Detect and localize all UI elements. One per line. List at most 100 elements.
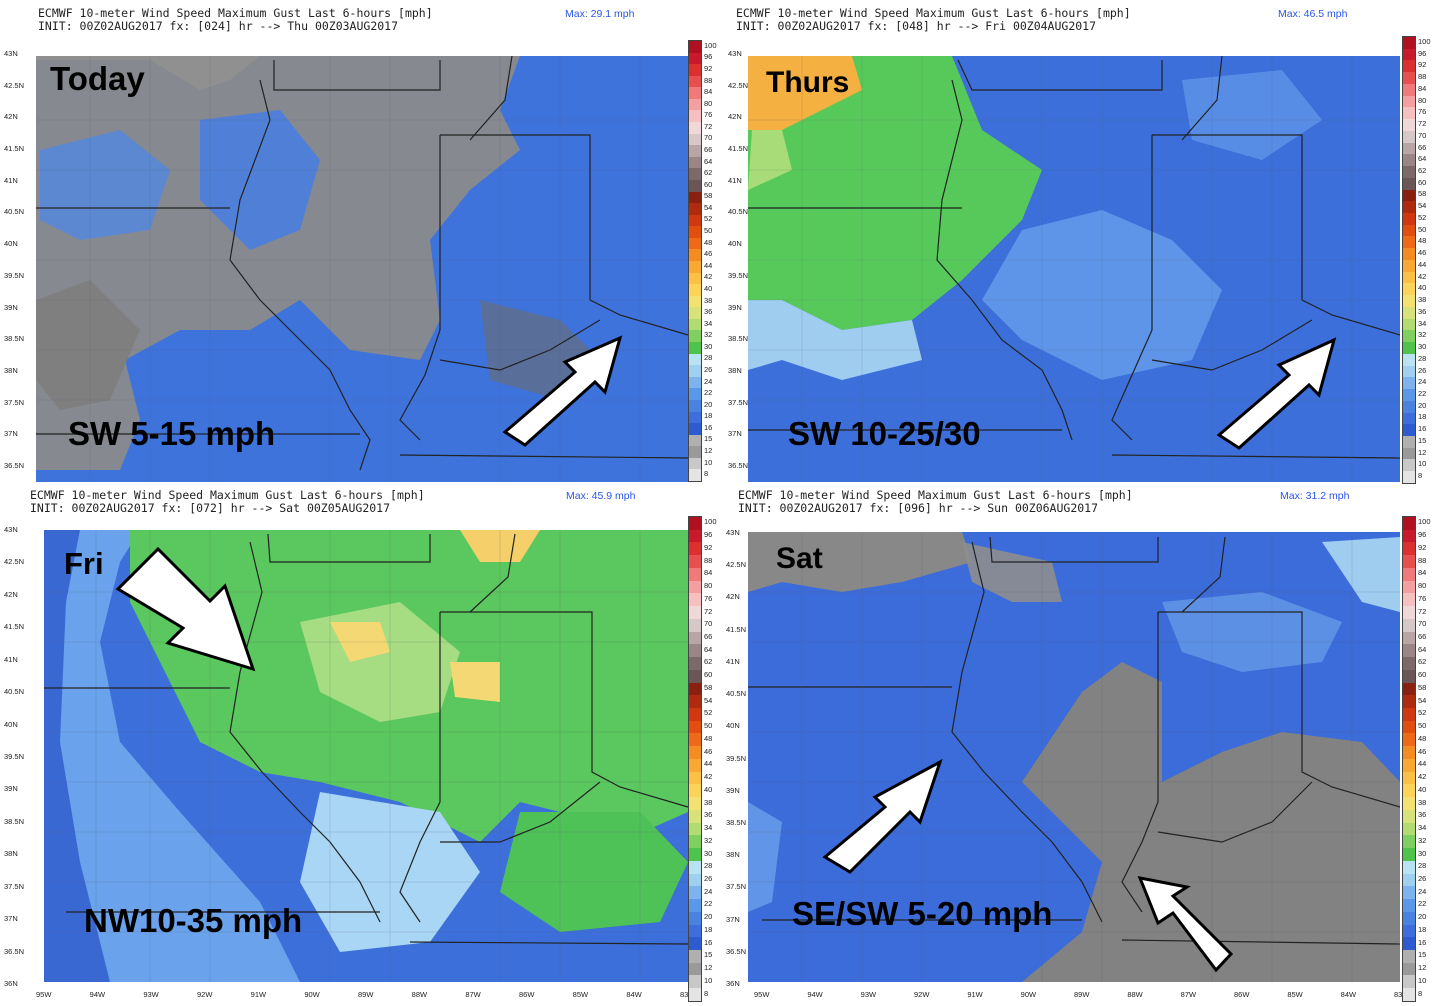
colorbar-tick-label: 100 bbox=[1418, 36, 1431, 46]
colorbar-segment bbox=[1403, 365, 1415, 378]
latitude-label: 38.5N bbox=[728, 334, 749, 344]
longitude-label: 87W bbox=[1180, 990, 1197, 999]
colorbar-tick-label: 96 bbox=[1418, 530, 1427, 540]
colorbar-tick-label: 96 bbox=[704, 530, 713, 540]
colorbar-segment bbox=[689, 567, 701, 581]
colorbar-segment bbox=[1403, 83, 1415, 96]
panel-init: INIT: 00Z02AUG2017 fx: [048] hr --> Fri … bbox=[736, 19, 1097, 33]
colorbar-thurs bbox=[1402, 36, 1416, 484]
colorbar-segment bbox=[689, 771, 701, 785]
longitude-label: 92W bbox=[197, 990, 213, 999]
latitude-label: 41N bbox=[728, 175, 742, 185]
colorbar-segment bbox=[689, 388, 701, 400]
colorbar-tick-label: 62 bbox=[1418, 165, 1427, 175]
colorbar-segment bbox=[689, 122, 701, 134]
colorbar-tick-label: 12 bbox=[1418, 447, 1427, 457]
colorbar-segment bbox=[1403, 130, 1415, 143]
colorbar-tick-label: 18 bbox=[704, 924, 713, 934]
latitude-label: 40N bbox=[4, 239, 18, 249]
colorbar-tick-label: 10 bbox=[704, 975, 713, 985]
colorbar-tick-label: 100 bbox=[1418, 517, 1431, 527]
latitude-label: 38.5N bbox=[4, 816, 25, 826]
latitude-label: 36.5N bbox=[728, 461, 749, 470]
latitude-label: 42.5N bbox=[4, 80, 25, 90]
latitude-label: 42.5N bbox=[4, 557, 25, 567]
colorbar-segment bbox=[689, 962, 701, 976]
colorbar-tick-label: 34 bbox=[1418, 823, 1427, 833]
latitude-label: 36.5N bbox=[4, 946, 25, 956]
colorbar-tick-label: 54 bbox=[704, 202, 713, 212]
latitude-label: 38N bbox=[726, 850, 740, 860]
colorbar-tick-label: 34 bbox=[704, 823, 713, 833]
latitude-label: 36.5N bbox=[726, 946, 747, 956]
latitude-label: 37N bbox=[4, 429, 18, 439]
colorbar-tick-label: 28 bbox=[704, 353, 713, 363]
latitude-label: 40N bbox=[726, 721, 740, 731]
colorbar-tick-label: 24 bbox=[1418, 377, 1427, 387]
colorbar-tick-label: 36 bbox=[1418, 810, 1427, 820]
colorbar-tick-label: 22 bbox=[704, 899, 713, 909]
colorbar-segment bbox=[1403, 201, 1415, 214]
colorbar-segment bbox=[1403, 618, 1415, 632]
colorbar-segment bbox=[689, 179, 701, 192]
colorbar-tick-label: 38 bbox=[704, 797, 713, 807]
colorbar-tick-label: 84 bbox=[1418, 83, 1427, 93]
panel-title: ECMWF 10-meter Wind Speed Maximum Gust L… bbox=[30, 488, 425, 502]
longitude-label: 86W bbox=[1234, 990, 1250, 999]
colorbar-segment bbox=[689, 606, 701, 619]
colorbar-segment bbox=[1403, 60, 1415, 73]
colorbar-tick-label: 32 bbox=[1418, 835, 1427, 845]
colorbar-tick-label: 44 bbox=[1418, 259, 1427, 269]
colorbar-tick-label: 60 bbox=[704, 179, 713, 189]
colorbar-segment bbox=[689, 975, 701, 989]
latitude-label: 39.5N bbox=[728, 270, 749, 280]
panel-title: ECMWF 10-meter Wind Speed Maximum Gust L… bbox=[38, 6, 433, 20]
colorbar-segment bbox=[689, 87, 701, 99]
colorbar-segment bbox=[689, 542, 701, 556]
colorbar-segment bbox=[689, 733, 701, 747]
longitude-label: 90W bbox=[304, 990, 320, 999]
colorbar-tick-label: 26 bbox=[1418, 874, 1427, 883]
latitude-label: 39.5N bbox=[4, 270, 25, 280]
colorbar-segment bbox=[689, 860, 701, 874]
colorbar-tick-label: 28 bbox=[1418, 353, 1427, 363]
latitude-label: 38N bbox=[728, 365, 742, 375]
colorbar-tick-label: 64 bbox=[1418, 644, 1427, 654]
colorbar-fri bbox=[688, 516, 702, 1002]
max-gust-label: Max: 46.5 mph bbox=[1278, 8, 1348, 20]
colorbar-tick-label: 48 bbox=[704, 237, 713, 247]
colorbar-tick-label: 58 bbox=[704, 682, 713, 692]
colorbar-segment bbox=[689, 848, 701, 861]
longitude-label: 92W bbox=[914, 990, 930, 999]
colorbar-segment bbox=[1403, 119, 1415, 131]
latitude-label: 41.5N bbox=[726, 624, 747, 634]
colorbar-segment bbox=[1403, 822, 1415, 836]
colorbar-tick-label: 58 bbox=[1418, 682, 1427, 692]
colorbar-segment bbox=[1403, 593, 1415, 607]
latitude-label: 39N bbox=[726, 785, 740, 795]
colorbar-segment bbox=[689, 330, 701, 343]
colorbar-segment bbox=[1403, 733, 1415, 747]
colorbar-tick-label: 22 bbox=[1418, 899, 1427, 909]
colorbar-segment bbox=[689, 434, 701, 447]
colorbar-segment bbox=[1403, 107, 1415, 120]
colorbar-tick-label: 32 bbox=[704, 330, 713, 340]
colorbar-tick-label: 54 bbox=[1418, 201, 1427, 211]
longitude-label: 83 bbox=[680, 990, 689, 999]
latitude-label: 41N bbox=[4, 175, 18, 185]
colorbar-tick-label: 8 bbox=[1418, 988, 1423, 998]
colorbar-segment bbox=[689, 98, 701, 111]
colorbar-tick-label: 44 bbox=[704, 260, 713, 270]
colorbar-tick-label: 20 bbox=[1418, 912, 1427, 922]
longitude-label: 93W bbox=[143, 990, 159, 999]
colorbar-segment bbox=[1403, 771, 1415, 785]
colorbar-tick-label: 66 bbox=[1418, 142, 1427, 152]
colorbar-tick-label: 30 bbox=[1418, 342, 1427, 352]
colorbar-tick-label: 36 bbox=[704, 307, 713, 317]
map-panel-thurs: ECMWF 10-meter Wind Speed Maximum Gust L… bbox=[722, 0, 1444, 503]
colorbar-tick-label: 8 bbox=[1418, 471, 1423, 481]
panel-title: ECMWF 10-meter Wind Speed Maximum Gust L… bbox=[738, 488, 1133, 502]
colorbar-segment bbox=[1403, 459, 1415, 472]
colorbar-tick-label: 54 bbox=[704, 695, 713, 705]
colorbar-segment bbox=[1403, 48, 1415, 61]
